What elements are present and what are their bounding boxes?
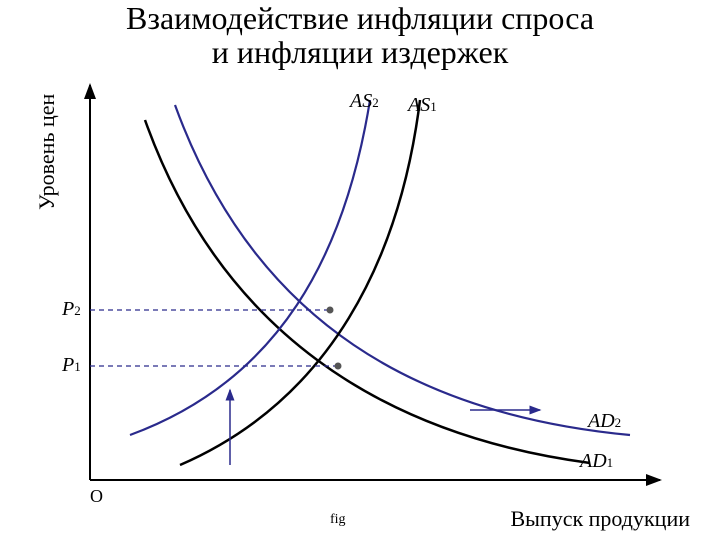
chart-svg	[90, 80, 670, 490]
x-axis-label: Выпуск продукции	[510, 506, 690, 532]
origin-label: О	[90, 486, 103, 507]
price-label-p2: P2	[62, 298, 81, 321]
y-axis-label: Уровень цен	[34, 94, 60, 210]
curve-label-ad1: AD1	[580, 450, 613, 473]
chart-title: Взаимодействие инфляции спросаи инфляции…	[0, 2, 720, 69]
price-label-p1: P1	[62, 354, 81, 377]
curve-label-as2: AS2	[350, 90, 379, 113]
figure-caption: fig	[330, 512, 346, 528]
curve-label-ad2: AD2	[588, 410, 621, 433]
curve-label-as1: AS1	[408, 94, 437, 117]
plot-area: AS2 AS1 AD2 AD1 P2 P1 О	[90, 80, 670, 490]
